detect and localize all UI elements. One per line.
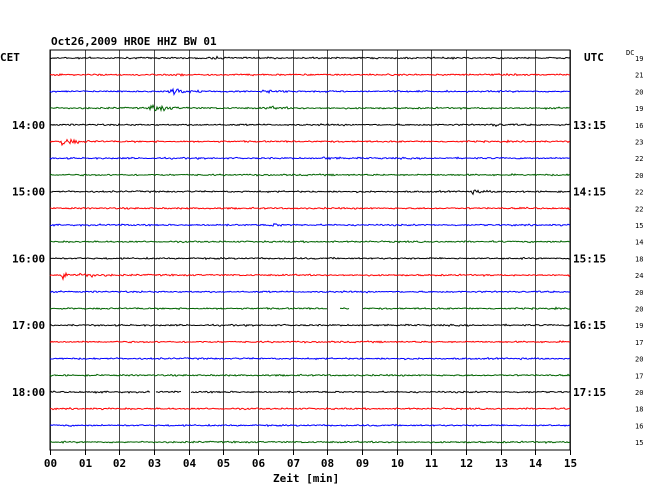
x-tick-label: 04 <box>183 457 197 470</box>
seismic-trace <box>49 323 571 328</box>
seismic-trace <box>49 240 571 244</box>
dc-offset-label: 17 <box>635 372 643 380</box>
x-tick-label: 00 <box>44 457 57 470</box>
dc-offset-label: 16 <box>635 422 643 430</box>
seismic-trace <box>49 271 571 281</box>
x-tick-label: 01 <box>79 457 93 470</box>
seismic-trace <box>49 407 571 411</box>
left-hour-label: 16:00 <box>12 252 45 265</box>
dc-offset-label: 19 <box>635 55 643 63</box>
dc-offset-label: 15 <box>635 439 643 447</box>
x-tick-label: 02 <box>113 457 126 470</box>
dc-offset-label: 15 <box>635 222 643 230</box>
seismic-trace <box>49 103 571 113</box>
right-axis-label: UTC <box>584 51 604 64</box>
x-tick-label: 15 <box>564 457 577 470</box>
dc-label: DC <box>626 49 634 57</box>
dc-offset-label: 17 <box>635 339 643 347</box>
dc-offset-label: 14 <box>635 239 643 247</box>
x-tick-label: 09 <box>356 457 369 470</box>
x-tick-label: 07 <box>287 457 300 470</box>
x-tick-label: 13 <box>495 457 508 470</box>
seismic-trace <box>49 373 571 377</box>
seismic-trace <box>49 87 571 96</box>
seismic-trace <box>49 390 571 394</box>
x-axis-label: Zeit [min] <box>273 472 339 485</box>
seismic-trace <box>49 423 571 428</box>
x-tick-label: 06 <box>252 457 266 470</box>
seismic-trace <box>49 306 571 311</box>
x-tick-label: 05 <box>217 457 230 470</box>
x-tick-label: 03 <box>148 457 161 470</box>
seismic-trace <box>49 222 571 227</box>
left-hour-label: 15:00 <box>12 186 45 199</box>
right-hour-label: 16:15 <box>573 319 606 332</box>
dc-offset-label: 18 <box>635 255 643 263</box>
grid <box>49 49 571 455</box>
x-tick-label: 12 <box>460 457 473 470</box>
dc-offset-label: 22 <box>635 189 643 197</box>
dc-offset-label: 24 <box>635 272 643 280</box>
dc-offset-label: 23 <box>635 139 643 147</box>
dc-offset-label: 20 <box>635 389 643 397</box>
plot-frame <box>49 49 571 451</box>
seismic-trace <box>49 73 571 77</box>
left-axis-label: CET <box>0 51 20 64</box>
dc-offset-label: 20 <box>635 356 643 364</box>
right-hour-label: 14:15 <box>573 186 606 199</box>
dc-offset-label: 19 <box>635 322 643 330</box>
left-hour-label: 18:00 <box>12 386 45 399</box>
seismic-trace <box>49 256 571 261</box>
left-hour-label: 17:00 <box>12 319 45 332</box>
seismic-trace <box>49 156 571 161</box>
left-hour-label: 14:00 <box>12 119 45 132</box>
chart-title: Oct26,2009 HROE HHZ BW 01 <box>51 35 217 48</box>
seismic-trace <box>49 340 571 344</box>
dc-offset-label: 22 <box>635 205 643 213</box>
traces <box>49 55 571 444</box>
seismic-trace <box>49 290 571 294</box>
labels: Oct26,2009 HROE HHZ BW 01 CET UTC DC Zei… <box>0 35 643 485</box>
dc-offset-label: 16 <box>635 122 643 130</box>
dc-offset-label: 21 <box>635 72 643 80</box>
dc-offset-label: 20 <box>635 88 643 96</box>
seismic-trace <box>49 55 571 60</box>
right-hour-label: 17:15 <box>573 386 606 399</box>
dc-offset-label: 19 <box>635 105 643 113</box>
seismic-trace <box>49 138 571 147</box>
dc-offset-label: 18 <box>635 406 643 414</box>
seismic-trace <box>49 123 571 128</box>
x-tick-label: 11 <box>425 457 439 470</box>
right-hour-label: 13:15 <box>573 119 606 132</box>
seismic-trace <box>49 440 571 444</box>
seismic-trace <box>49 173 571 177</box>
right-hour-label: 15:15 <box>573 252 606 265</box>
x-tick-label: 14 <box>529 457 543 470</box>
x-tick-label: 08 <box>321 457 334 470</box>
dc-offset-label: 22 <box>635 155 643 163</box>
seismic-trace <box>49 206 571 211</box>
seismic-trace <box>49 189 571 196</box>
x-tick-label: 10 <box>391 457 404 470</box>
dc-offset-label: 20 <box>635 172 643 180</box>
dc-offset-label: 20 <box>635 289 643 297</box>
seismic-trace <box>49 356 571 361</box>
dc-offset-label: 20 <box>635 306 643 314</box>
